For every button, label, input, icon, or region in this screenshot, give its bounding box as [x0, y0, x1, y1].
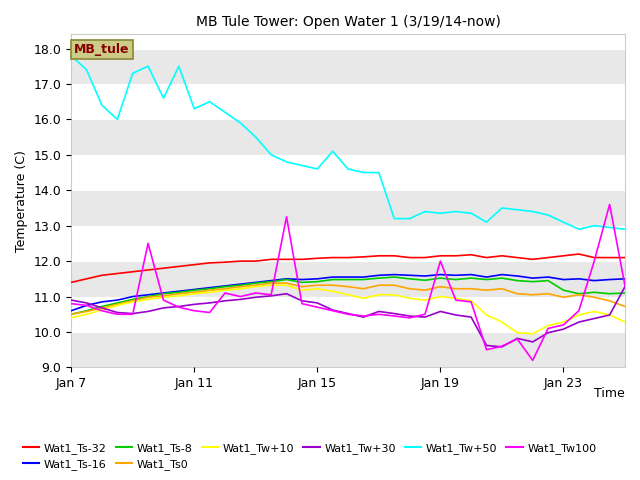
Y-axis label: Temperature (C): Temperature (C) [15, 150, 28, 252]
Text: Time: Time [595, 387, 625, 400]
Bar [71, 48, 625, 84]
Bar [71, 84, 625, 120]
Bar [71, 261, 625, 297]
Title: MB Tule Tower: Open Water 1 (3/19/14-now): MB Tule Tower: Open Water 1 (3/19/14-now… [196, 15, 500, 29]
Bar [71, 332, 625, 367]
Bar [71, 190, 625, 226]
Bar [71, 155, 625, 190]
Legend: Wat1_Ts-32, Wat1_Ts-16, Wat1_Ts-8, Wat1_Ts0, Wat1_Tw+10, Wat1_Tw+30, Wat1_Tw+50,: Wat1_Ts-32, Wat1_Ts-16, Wat1_Ts-8, Wat1_… [19, 438, 601, 474]
Bar [71, 120, 625, 155]
Bar [71, 297, 625, 332]
Bar [71, 226, 625, 261]
Text: MB_tule: MB_tule [74, 43, 129, 56]
